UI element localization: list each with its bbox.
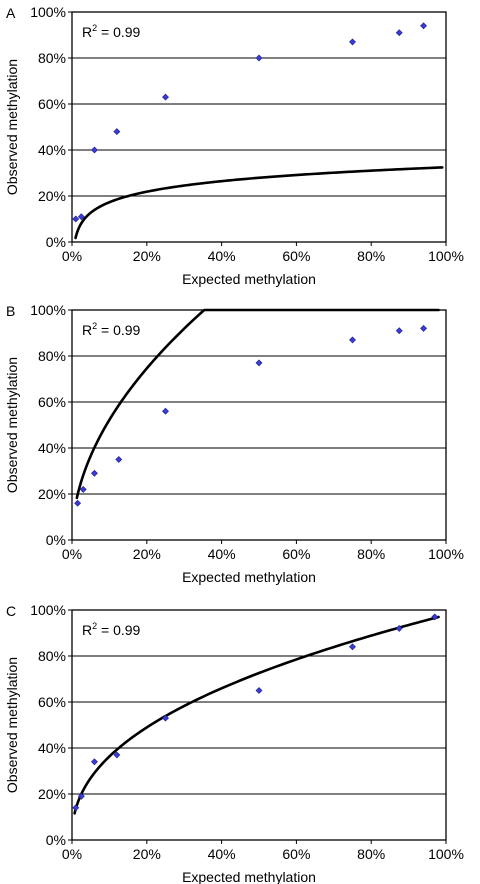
plot-frame: [71, 11, 447, 243]
plot-frame: [71, 309, 447, 541]
y-tick-label: 100%: [30, 602, 66, 618]
x-tick-label: 0%: [62, 846, 82, 862]
x-tick-label: 60%: [282, 248, 310, 264]
y-tick-label: 0%: [46, 532, 66, 548]
data-point: [79, 485, 87, 493]
data-point: [431, 613, 439, 621]
x-tick-label: 40%: [208, 546, 236, 562]
chart-panel-b: B 0% 20% 40% 60% 80% 100% 0% 20% 40% 60% 80% 100% Exp…: [4, 302, 464, 585]
y-axis-title: Observed methylation: [4, 657, 20, 793]
data-point: [255, 687, 263, 694]
x-tick-label: 100%: [428, 546, 464, 562]
r-squared-annotation: R2 = 0.99: [82, 321, 141, 338]
x-tick-label: 80%: [357, 248, 385, 264]
y-axis-title: Observed methylation: [4, 357, 20, 493]
data-point: [113, 751, 121, 759]
y-tick-label: 40%: [38, 440, 66, 456]
y-tick-label: 80%: [38, 648, 66, 664]
x-tick-label: 60%: [282, 846, 310, 862]
data-point: [113, 128, 121, 136]
data-point: [72, 215, 80, 223]
fit-curve: [74, 166, 444, 240]
x-tick-label: 20%: [133, 248, 161, 264]
x-tick-label: 100%: [428, 846, 464, 862]
data-point: [74, 499, 82, 507]
chart-panel-c: C 0% 20% 40% 60% 80% 100% 0% 20% 40% 60% 80% 100% Exp…: [4, 602, 464, 884]
data-point: [162, 93, 169, 101]
data-point: [162, 714, 169, 722]
plot-frame: [71, 609, 447, 841]
data-point: [77, 792, 85, 800]
x-tick-label: 0%: [62, 248, 82, 264]
data-point: [91, 469, 98, 477]
x-tick-label: 100%: [428, 248, 464, 264]
panel-letter: C: [6, 603, 16, 619]
y-tick-label: 80%: [38, 348, 66, 364]
data-point: [420, 324, 427, 332]
y-tick-label: 0%: [46, 234, 66, 250]
data-point: [395, 327, 403, 335]
data-point: [162, 407, 169, 415]
x-axis-title: Expected methylation: [182, 569, 316, 585]
fit-curve: [75, 308, 440, 500]
r-squared-annotation: R2 = 0.99: [82, 23, 141, 40]
chart-panel-a: A 0% 20% 40% 60% 80% 100% 0% 20% 40% 60% 80% 100% Exp…: [4, 4, 464, 287]
data-point: [91, 146, 98, 154]
fit-curve: [73, 615, 440, 815]
y-tick-label: 100%: [30, 4, 66, 20]
y-tick-label: 20%: [38, 786, 66, 802]
y-tick-label: 40%: [38, 740, 66, 756]
panel-letter: B: [6, 303, 15, 319]
x-tick-label: 40%: [208, 248, 236, 264]
x-tick-label: 80%: [357, 546, 385, 562]
data-point: [349, 643, 356, 651]
x-tick-label: 20%: [133, 846, 161, 862]
data-point: [115, 456, 123, 463]
data-point: [255, 54, 263, 62]
y-tick-label: 60%: [38, 694, 66, 710]
y-tick-label: 60%: [38, 394, 66, 410]
x-axis-title: Expected methylation: [182, 271, 316, 287]
data-point: [77, 213, 85, 221]
y-tick-label: 100%: [30, 302, 66, 318]
data-point: [420, 22, 427, 30]
data-point: [349, 38, 356, 46]
y-tick-label: 20%: [38, 188, 66, 204]
data-point: [395, 29, 403, 37]
y-axis-title: Observed methylation: [4, 59, 20, 195]
y-tick-label: 0%: [46, 832, 66, 848]
y-tick-label: 80%: [38, 50, 66, 66]
data-point: [349, 336, 356, 344]
r-squared-annotation: R2 = 0.99: [82, 621, 141, 638]
data-point: [91, 758, 98, 766]
x-tick-label: 60%: [282, 546, 310, 562]
y-tick-label: 60%: [38, 96, 66, 112]
y-tick-label: 40%: [38, 142, 66, 158]
x-tick-label: 0%: [62, 546, 82, 562]
data-point: [395, 624, 403, 632]
panel-letter: A: [6, 5, 16, 21]
x-tick-label: 20%: [133, 546, 161, 562]
x-tick-label: 80%: [357, 846, 385, 862]
y-tick-label: 20%: [38, 486, 66, 502]
data-point: [72, 804, 80, 812]
data-point: [255, 359, 263, 367]
x-tick-label: 40%: [208, 846, 236, 862]
x-axis-title: Expected methylation: [182, 869, 316, 884]
